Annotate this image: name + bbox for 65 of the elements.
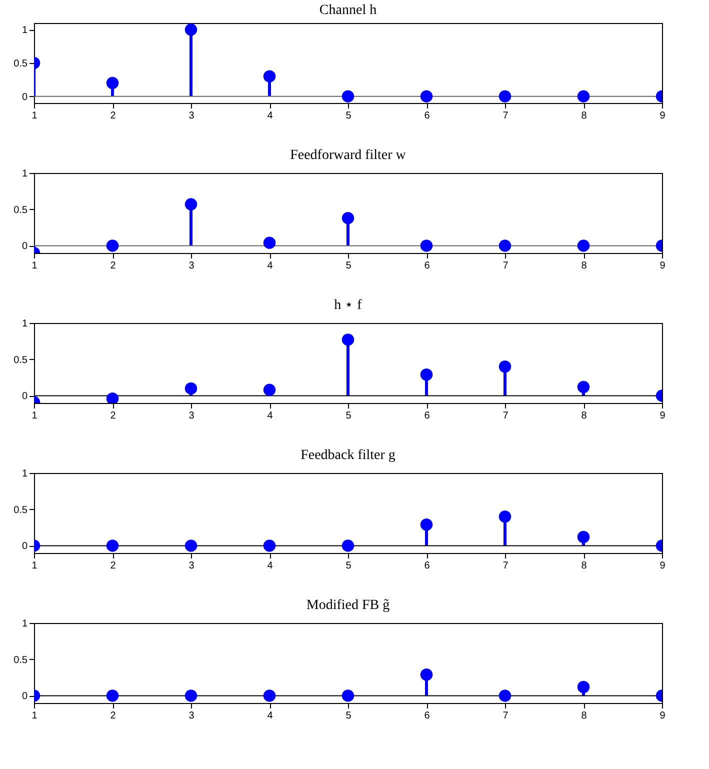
x-tick-label: 4 — [267, 260, 274, 272]
x-tick-label: 4 — [267, 410, 274, 422]
chart-title: Feedforward filter w — [290, 148, 407, 163]
x-tick-label: 5 — [346, 110, 352, 122]
x-tick-label: 8 — [581, 560, 588, 572]
x-tick-label: 1 — [32, 560, 38, 572]
y-tick-label: 0 — [22, 241, 28, 252]
x-tick-label: 7 — [502, 410, 509, 422]
y-tick-label: 0 — [22, 691, 28, 702]
x-tick-label: 7 — [502, 110, 509, 122]
chart-title: Channel h — [319, 3, 377, 18]
x-tick-label: 2 — [110, 560, 116, 572]
x-tick-label: 6 — [424, 110, 430, 122]
y-tick-label: 0 — [22, 391, 28, 402]
y-tick-label: 1 — [22, 618, 28, 630]
x-tick-label: 7 — [502, 710, 509, 722]
x-tick-label: 5 — [346, 560, 352, 572]
x-tick-label: 3 — [188, 560, 195, 572]
x-tick-label: 9 — [660, 710, 666, 722]
y-tick-label: 1 — [22, 25, 28, 36]
x-tick-label: 1 — [32, 410, 38, 422]
chart-title: h ⋆ f — [334, 298, 362, 313]
x-tick-label: 6 — [424, 560, 430, 572]
x-tick-label: 3 — [188, 260, 195, 272]
x-tick-label: 6 — [424, 710, 430, 722]
x-tick-label: 6 — [424, 260, 430, 272]
x-tick-label: 9 — [660, 410, 666, 422]
chart-title: Modified FB g̃ — [306, 598, 390, 613]
x-tick-label: 4 — [267, 710, 274, 722]
y-tick-label: 0.5 — [14, 204, 28, 216]
x-tick-label: 3 — [188, 710, 195, 722]
x-tick-label: 5 — [346, 260, 352, 272]
x-tick-label: 7 — [502, 560, 509, 572]
y-tick-label: 0.5 — [14, 504, 28, 516]
x-tick-label: 3 — [188, 410, 195, 422]
x-tick-label: 4 — [267, 560, 274, 572]
chart-title: Feedback filter g — [300, 448, 396, 463]
x-tick-label: 8 — [581, 260, 588, 272]
y-tick-label: 0 — [22, 92, 28, 103]
x-tick-label: 7 — [502, 260, 509, 272]
x-tick-label: 8 — [581, 710, 588, 722]
x-tick-label: 8 — [581, 410, 588, 422]
y-tick-label: 0.5 — [14, 58, 28, 70]
x-tick-label: 9 — [660, 110, 666, 122]
x-tick-label: 1 — [32, 710, 38, 722]
y-tick-label: 0 — [22, 541, 28, 552]
y-tick-label: 1 — [22, 168, 28, 180]
x-tick-label: 3 — [188, 110, 195, 122]
x-tick-label: 2 — [110, 710, 116, 722]
x-tick-label: 9 — [660, 260, 666, 272]
x-tick-label: 5 — [346, 410, 352, 422]
x-tick-label: 6 — [424, 410, 430, 422]
x-tick-label: 1 — [32, 110, 38, 122]
x-tick-label: 5 — [346, 710, 352, 722]
x-tick-label: 2 — [110, 110, 116, 122]
x-tick-label: 1 — [32, 260, 38, 272]
x-tick-label: 2 — [110, 260, 116, 272]
y-tick-label: 0.5 — [14, 354, 28, 366]
y-tick-label: 1 — [22, 318, 28, 330]
y-tick-label: 0.5 — [14, 654, 28, 666]
x-tick-label: 2 — [110, 410, 116, 422]
x-tick-label: 8 — [581, 110, 588, 122]
x-tick-label: 4 — [267, 110, 274, 122]
x-tick-label: 9 — [660, 560, 666, 572]
y-tick-label: 1 — [22, 468, 28, 480]
